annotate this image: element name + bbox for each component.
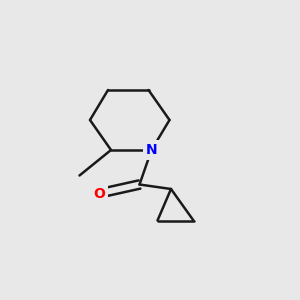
Text: O: O <box>93 187 105 200</box>
Text: N: N <box>146 143 157 157</box>
